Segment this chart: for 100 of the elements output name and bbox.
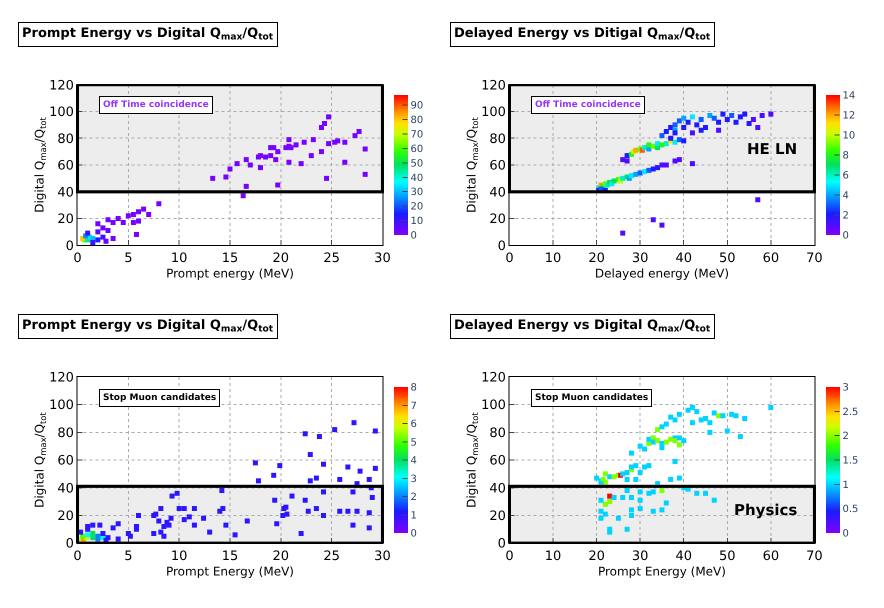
x-tick-label: 20 [272, 250, 290, 266]
y-tick-label: 120 [481, 370, 506, 386]
annotation: Stop Muon candidates [535, 393, 648, 403]
x-tick-label: 20 [588, 548, 605, 564]
color-bar-label: 20 [410, 202, 424, 213]
x-tick-label: 10 [544, 250, 562, 266]
color-bar-label: 7 [410, 400, 417, 412]
x-tick-label: 70 [806, 250, 823, 266]
x-axis-title: Prompt Energy (MeV) [598, 564, 726, 579]
color-bar-label: 3 [842, 382, 849, 394]
color-bar-label: 0 [410, 230, 417, 242]
y-tick-label: 120 [481, 78, 506, 94]
y-tick-label: 0 [66, 238, 74, 254]
y-tick-label: 20 [489, 212, 506, 228]
color-bar-label: 2.5 [842, 406, 858, 418]
x-tick-label: 20 [588, 250, 605, 266]
y-tick-label: 120 [49, 78, 74, 94]
y-tick-label: 100 [481, 105, 506, 120]
color-bar-label: 12 [842, 110, 856, 122]
color-bar-label: 3 [410, 474, 417, 485]
x-tick-label: 30 [374, 250, 391, 266]
annotation: Physics [734, 501, 798, 519]
color-bar-label: 70 [410, 129, 424, 140]
color-bar-label: 0 [410, 528, 417, 540]
x-tick-label: 60 [762, 250, 780, 266]
y-tick-label: 60 [57, 454, 74, 469]
color-bar-label: 50 [410, 158, 424, 170]
color-bar-label: 10 [842, 130, 856, 142]
y-tick-label: 40 [57, 481, 74, 496]
y-tick-label: 80 [57, 132, 74, 147]
y-tick-label: 100 [49, 105, 74, 120]
y-tick-label: 0 [498, 536, 506, 552]
x-tick-label: 5 [124, 548, 132, 564]
y-tick-label: 20 [489, 509, 506, 524]
x-tick-label: 10 [170, 548, 188, 564]
x-tick-label: 50 [719, 548, 736, 564]
color-bar-label: 1.5 [842, 456, 858, 467]
x-tick-label: 10 [170, 250, 188, 266]
x-tick-label: 30 [632, 548, 648, 564]
annotation: HE LN [747, 140, 798, 158]
chart-title: Prompt Energy vs Digital Q$_{max}$/Q$_{tot}$ [22, 26, 274, 43]
color-bar-label: 6 [410, 419, 417, 430]
y-tick-label: 60 [57, 158, 74, 174]
color-bar-label: 60 [410, 144, 424, 155]
x-tick-label: 60 [762, 548, 780, 564]
color-bar-label: 0 [842, 528, 849, 540]
x-tick-label: 25 [323, 548, 340, 564]
x-tick-label: 50 [719, 250, 736, 266]
x-axis-title: Prompt Energy (MeV) [166, 564, 294, 579]
color-bar-label: 4 [842, 190, 849, 202]
chart-title: Delayed Energy vs Ditigal Q$_{max}$/Q$_{tot}$ [454, 26, 711, 43]
y-tick-label: 80 [489, 132, 506, 147]
y-tick-label: 40 [489, 185, 506, 200]
y-tick-label: 20 [57, 212, 74, 228]
y-tick-label: 40 [57, 185, 74, 200]
y-tick-label: 40 [489, 481, 506, 496]
color-bar-label: 5 [410, 437, 417, 448]
annotation: Stop Muon candidates [103, 393, 216, 403]
color-bar-label: 30 [410, 187, 424, 198]
y-tick-label: 20 [57, 509, 74, 524]
x-tick-label: 20 [272, 548, 290, 564]
x-axis-title: Delayed energy (MeV) [594, 266, 730, 281]
y-tick-label: 100 [481, 398, 506, 414]
x-tick-label: 30 [374, 548, 391, 564]
color-bar-label: 80 [410, 115, 424, 126]
color-bar-label: 0.5 [842, 504, 858, 516]
color-bar-label: 90 [410, 100, 424, 112]
x-axis-title: Prompt energy (MeV) [166, 266, 294, 281]
x-tick-label: 40 [675, 250, 692, 266]
y-tick-label: 100 [49, 398, 74, 414]
y-tick-label: 80 [489, 426, 506, 441]
x-tick-label: 30 [632, 250, 648, 266]
x-tick-label: 25 [323, 250, 340, 266]
y-tick-label: 80 [57, 426, 74, 441]
annotation: Off Time coincidence [103, 100, 209, 110]
x-tick-label: 10 [544, 548, 562, 564]
y-tick-label: 60 [489, 454, 506, 469]
x-tick-label: 5 [124, 250, 132, 266]
color-bar-label: 2 [842, 431, 849, 442]
color-bar-label: 14 [842, 90, 856, 102]
y-tick-label: 0 [66, 536, 74, 552]
x-tick-label: 70 [806, 548, 823, 564]
color-bar-label: 40 [410, 172, 424, 184]
color-bar-label: 8 [410, 382, 417, 394]
chart-title: Delayed Energy vs Digital Q$_{max}$/Q$_{tot}$ [454, 318, 711, 335]
color-bar-label: 2 [410, 492, 417, 504]
color-bar-label: 8 [842, 150, 849, 162]
y-tick-label: 0 [498, 238, 506, 254]
color-bar-label: 1 [842, 480, 849, 491]
y-tick-label: 120 [49, 370, 74, 386]
x-tick-label: 15 [222, 548, 238, 564]
color-bar-label: 1 [410, 510, 417, 522]
x-tick-label: 15 [222, 250, 238, 266]
annotation: Off Time coincidence [535, 100, 641, 110]
color-bar-label: 4 [410, 456, 417, 467]
y-tick-label: 60 [489, 158, 506, 174]
color-bar-label: 10 [410, 216, 424, 228]
color-bar-label: 2 [842, 210, 849, 222]
color-bar-label: 0 [842, 230, 849, 242]
color-bar-label: 6 [842, 170, 849, 182]
